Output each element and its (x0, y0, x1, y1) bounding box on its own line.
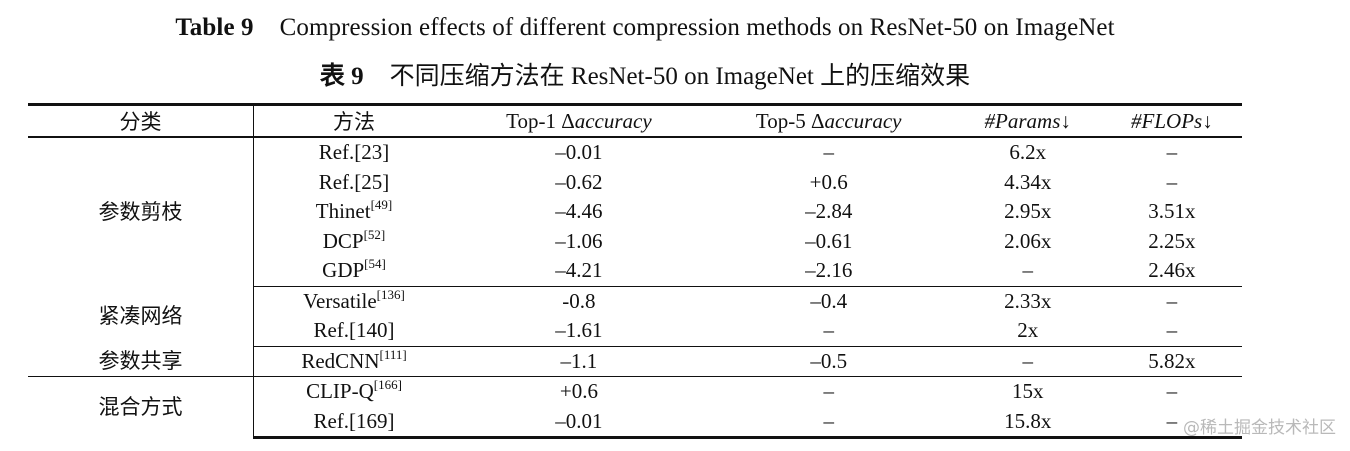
header-row: 分类 方法 Top-1 Δaccuracy Top-5 Δaccuracy #P… (28, 103, 1242, 138)
top1-cell: –0.62 (555, 169, 603, 194)
category-cell: 紧凑网络 (28, 286, 254, 346)
top1-cell: –1.1 (454, 346, 704, 377)
top1-cell: –1.06 (555, 228, 603, 253)
method-cell: Ref.[23] (254, 137, 455, 168)
header-top1: Top-1 Δaccuracy (454, 103, 704, 138)
top5-cell: –0.5 (703, 346, 954, 377)
params-cell: 2.95x (1004, 199, 1052, 224)
top5-cell: – (703, 406, 954, 439)
params-cell: 4.34x (1004, 169, 1052, 194)
method-cell: RedCNN[111] (253, 346, 454, 377)
method-cell: Ref.[169] (253, 406, 454, 439)
params-cell: 2.33x (1004, 288, 1052, 313)
table-label-en: Table 9 (175, 14, 254, 41)
top5-cell: –2.16 (703, 256, 954, 287)
flops-cell: 3.51x (1148, 199, 1196, 224)
table-body: 参数剪枝 Ref.[23] –0.01–6.2x – Ref.[25] –0.62 +0.6… (28, 137, 1242, 439)
top5-cell: –2.84 (805, 199, 853, 224)
params-cell: 15.8x (953, 406, 1102, 439)
category-cell: 参数共享 (28, 346, 254, 377)
method-name: Thinet (315, 199, 371, 224)
table-row: Thinet[49] –4.46 –2.84 2.95x 3.51x (28, 197, 1242, 227)
flops-cell: 5.82x (1101, 346, 1242, 377)
header-method: 方法 (253, 103, 454, 138)
method-citation: [49] (370, 197, 393, 213)
params-cell: 2x (953, 316, 1102, 347)
params-cell: 6.2x (1009, 140, 1047, 165)
params-cell: – (953, 346, 1102, 377)
top1-cell: -0.8 (562, 288, 596, 313)
flops-cell: 2.46x (1101, 256, 1242, 287)
method-name: RedCNN (301, 348, 380, 373)
table-row: 紧凑网络 Versatile[136] -0.8 –0.4 2.33x – (28, 286, 1242, 346)
method-name: Versatile (303, 288, 377, 313)
method-name: DCP (322, 228, 364, 253)
method-cell: DCP[52] (254, 227, 455, 257)
method-name: Ref.[140] (313, 318, 395, 343)
header-category: 分类 (28, 103, 254, 138)
category-cell: 参数剪枝 (28, 137, 254, 286)
flops-cell: – (1101, 406, 1242, 439)
flops-cell: – (1166, 140, 1178, 165)
top5-cell: –0.61 (805, 228, 853, 253)
category-cell: 混合方式 (28, 376, 254, 438)
flops-cell: – (1101, 316, 1242, 347)
params-cell: – (953, 256, 1102, 287)
table-row: 混合方式 CLIP-Q[166] +0.6–15x – (28, 376, 1242, 438)
method-citation: [52] (363, 226, 386, 242)
top1-cell: –4.46 (555, 199, 603, 224)
method-cell: GDP[54] (253, 256, 454, 287)
table-title-zh: 不同压缩方法在 ResNet-50 on ImageNet 上的压缩效果 (389, 63, 971, 90)
method-citation: [54] (364, 256, 386, 272)
table-caption-en: Table 9 Compression effects of different … (0, 14, 1290, 42)
method-cell: Ref.[140] (253, 316, 454, 347)
top1-cell: –4.21 (454, 256, 704, 287)
method-citation: [111] (379, 346, 407, 362)
method-name: Ref.[169] (313, 408, 395, 433)
top5-cell: – (823, 140, 834, 165)
top5-cell: – (823, 379, 834, 404)
header-top5: Top-5 Δaccuracy (703, 103, 954, 138)
method-name: Ref.[25] (318, 169, 390, 194)
watermark: @稀土掘金技术社区 (1183, 418, 1336, 438)
top1-cell: +0.6 (559, 379, 598, 404)
header-params: #Params↓ (953, 103, 1102, 138)
table-row: 参数共享 RedCNN[111] –1.1 –0.5–5.82x (28, 346, 1242, 377)
table-row: Ref.[140] –1.61–2x – (28, 316, 1242, 347)
top5-cell: – (703, 316, 954, 347)
top5-cell: –0.4 (810, 288, 848, 313)
table-row: Ref.[169] –0.01–15.8x – (28, 406, 1242, 439)
top1-cell: –0.01 (454, 406, 704, 439)
params-cell: 2.06x (1004, 228, 1052, 253)
top5-cell: +0.6 (809, 169, 848, 194)
table-row: Ref.[25] –0.62 +0.6 4.34x – (28, 168, 1242, 198)
table-label-zh: 表 9 (319, 63, 364, 90)
flops-cell: 2.25x (1148, 228, 1196, 253)
method-name: GDP (322, 258, 365, 283)
method-cell: Ref.[25] (254, 168, 455, 198)
flops-cell: – (1166, 379, 1178, 404)
method-citation: [166] (373, 377, 402, 393)
method-cell: CLIP-Q[166] (254, 377, 455, 407)
header-flops: #FLOPs↓ (1101, 103, 1242, 138)
table-caption-zh: 表 9 不同压缩方法在 ResNet-50 on ImageNet 上的压缩效果 (0, 56, 1290, 92)
method-name: CLIP-Q (306, 379, 374, 404)
table-title-en: Compression effects of different compres… (279, 14, 1115, 41)
table-row: 参数剪枝 Ref.[23] –0.01 – 6.2x – (28, 137, 1242, 286)
method-cell: Thinet[49] (254, 197, 455, 227)
flops-cell: – (1166, 169, 1178, 194)
params-cell: 15x (1011, 379, 1044, 404)
table-row: DCP[52] –1.06 –0.61 2.06x 2.25x (28, 227, 1242, 257)
method-citation: [136] (376, 286, 405, 302)
flops-cell: – (1166, 288, 1178, 313)
method-cell: Versatile[136] (254, 286, 455, 316)
method-name: Ref.[23] (318, 140, 390, 165)
top1-cell: –0.01 (555, 140, 603, 165)
compression-table: 分类 方法 Top-1 Δaccuracy Top-5 Δaccuracy #P… (28, 103, 1242, 439)
top1-cell: –1.61 (454, 316, 704, 347)
table-row: GDP[54] –4.21 –2.16–2.46x (28, 256, 1242, 287)
